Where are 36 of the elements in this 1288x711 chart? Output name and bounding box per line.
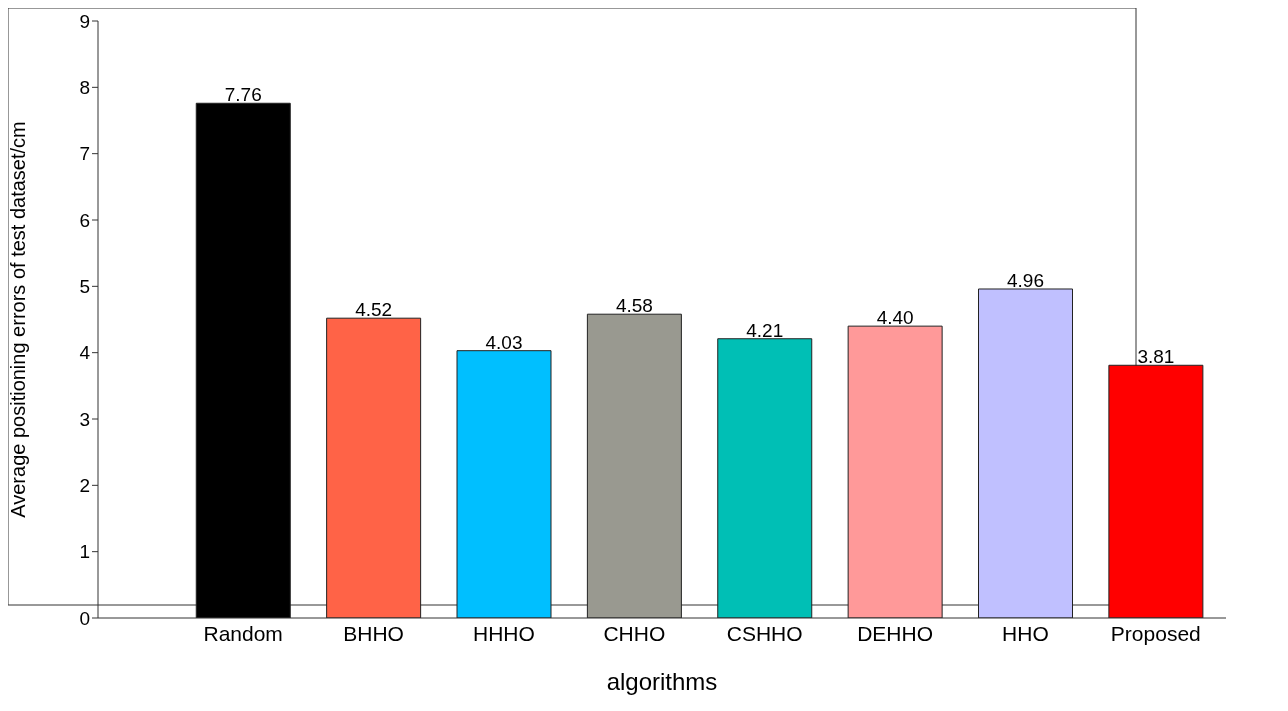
- bar: [195, 102, 291, 618]
- y-tick-label: 4: [79, 342, 91, 364]
- data-label: 7.76: [224, 84, 262, 106]
- data-label: 4.21: [746, 319, 784, 341]
- y-tick-label: 1: [79, 541, 90, 563]
- bar: [978, 288, 1073, 618]
- bar: [847, 325, 943, 618]
- data-label: 4.58: [615, 295, 653, 317]
- bar: [586, 313, 682, 618]
- data-label: 4.03: [485, 331, 523, 353]
- data-label: 4.40: [876, 307, 914, 329]
- data-label: 3.81: [1137, 346, 1175, 368]
- y-axis-title: Average positioning errors of test dataset/cm: [7, 121, 30, 518]
- y-tick-label: 8: [79, 77, 90, 99]
- y-tick-label: 2: [79, 475, 90, 497]
- bar: [1108, 364, 1204, 618]
- bar: [326, 317, 422, 618]
- x-tick-label: CHHO: [603, 621, 666, 645]
- x-tick-label: Proposed: [1110, 621, 1201, 645]
- y-tick-label: 7: [79, 143, 90, 165]
- bar: [717, 338, 813, 618]
- y-tick-label: 3: [79, 408, 90, 430]
- x-axis-title: algorithms: [606, 668, 718, 695]
- y-tick-label: 0: [79, 607, 90, 629]
- y-tick-label: 5: [79, 276, 90, 298]
- y-tick-label: 9: [79, 10, 90, 32]
- data-label: 4.52: [355, 299, 393, 321]
- x-tick-label: BHHO: [343, 621, 404, 645]
- x-tick-label: Random: [203, 621, 283, 645]
- y-tick-label: 6: [79, 209, 90, 231]
- x-tick-label: DEHHO: [857, 621, 933, 645]
- x-tick-label: CSHHO: [726, 621, 803, 645]
- x-tick-label: HHO: [1002, 621, 1049, 645]
- bar: [456, 350, 552, 618]
- x-tick-label: HHHO: [473, 621, 535, 645]
- data-label: 4.96: [1007, 269, 1044, 291]
